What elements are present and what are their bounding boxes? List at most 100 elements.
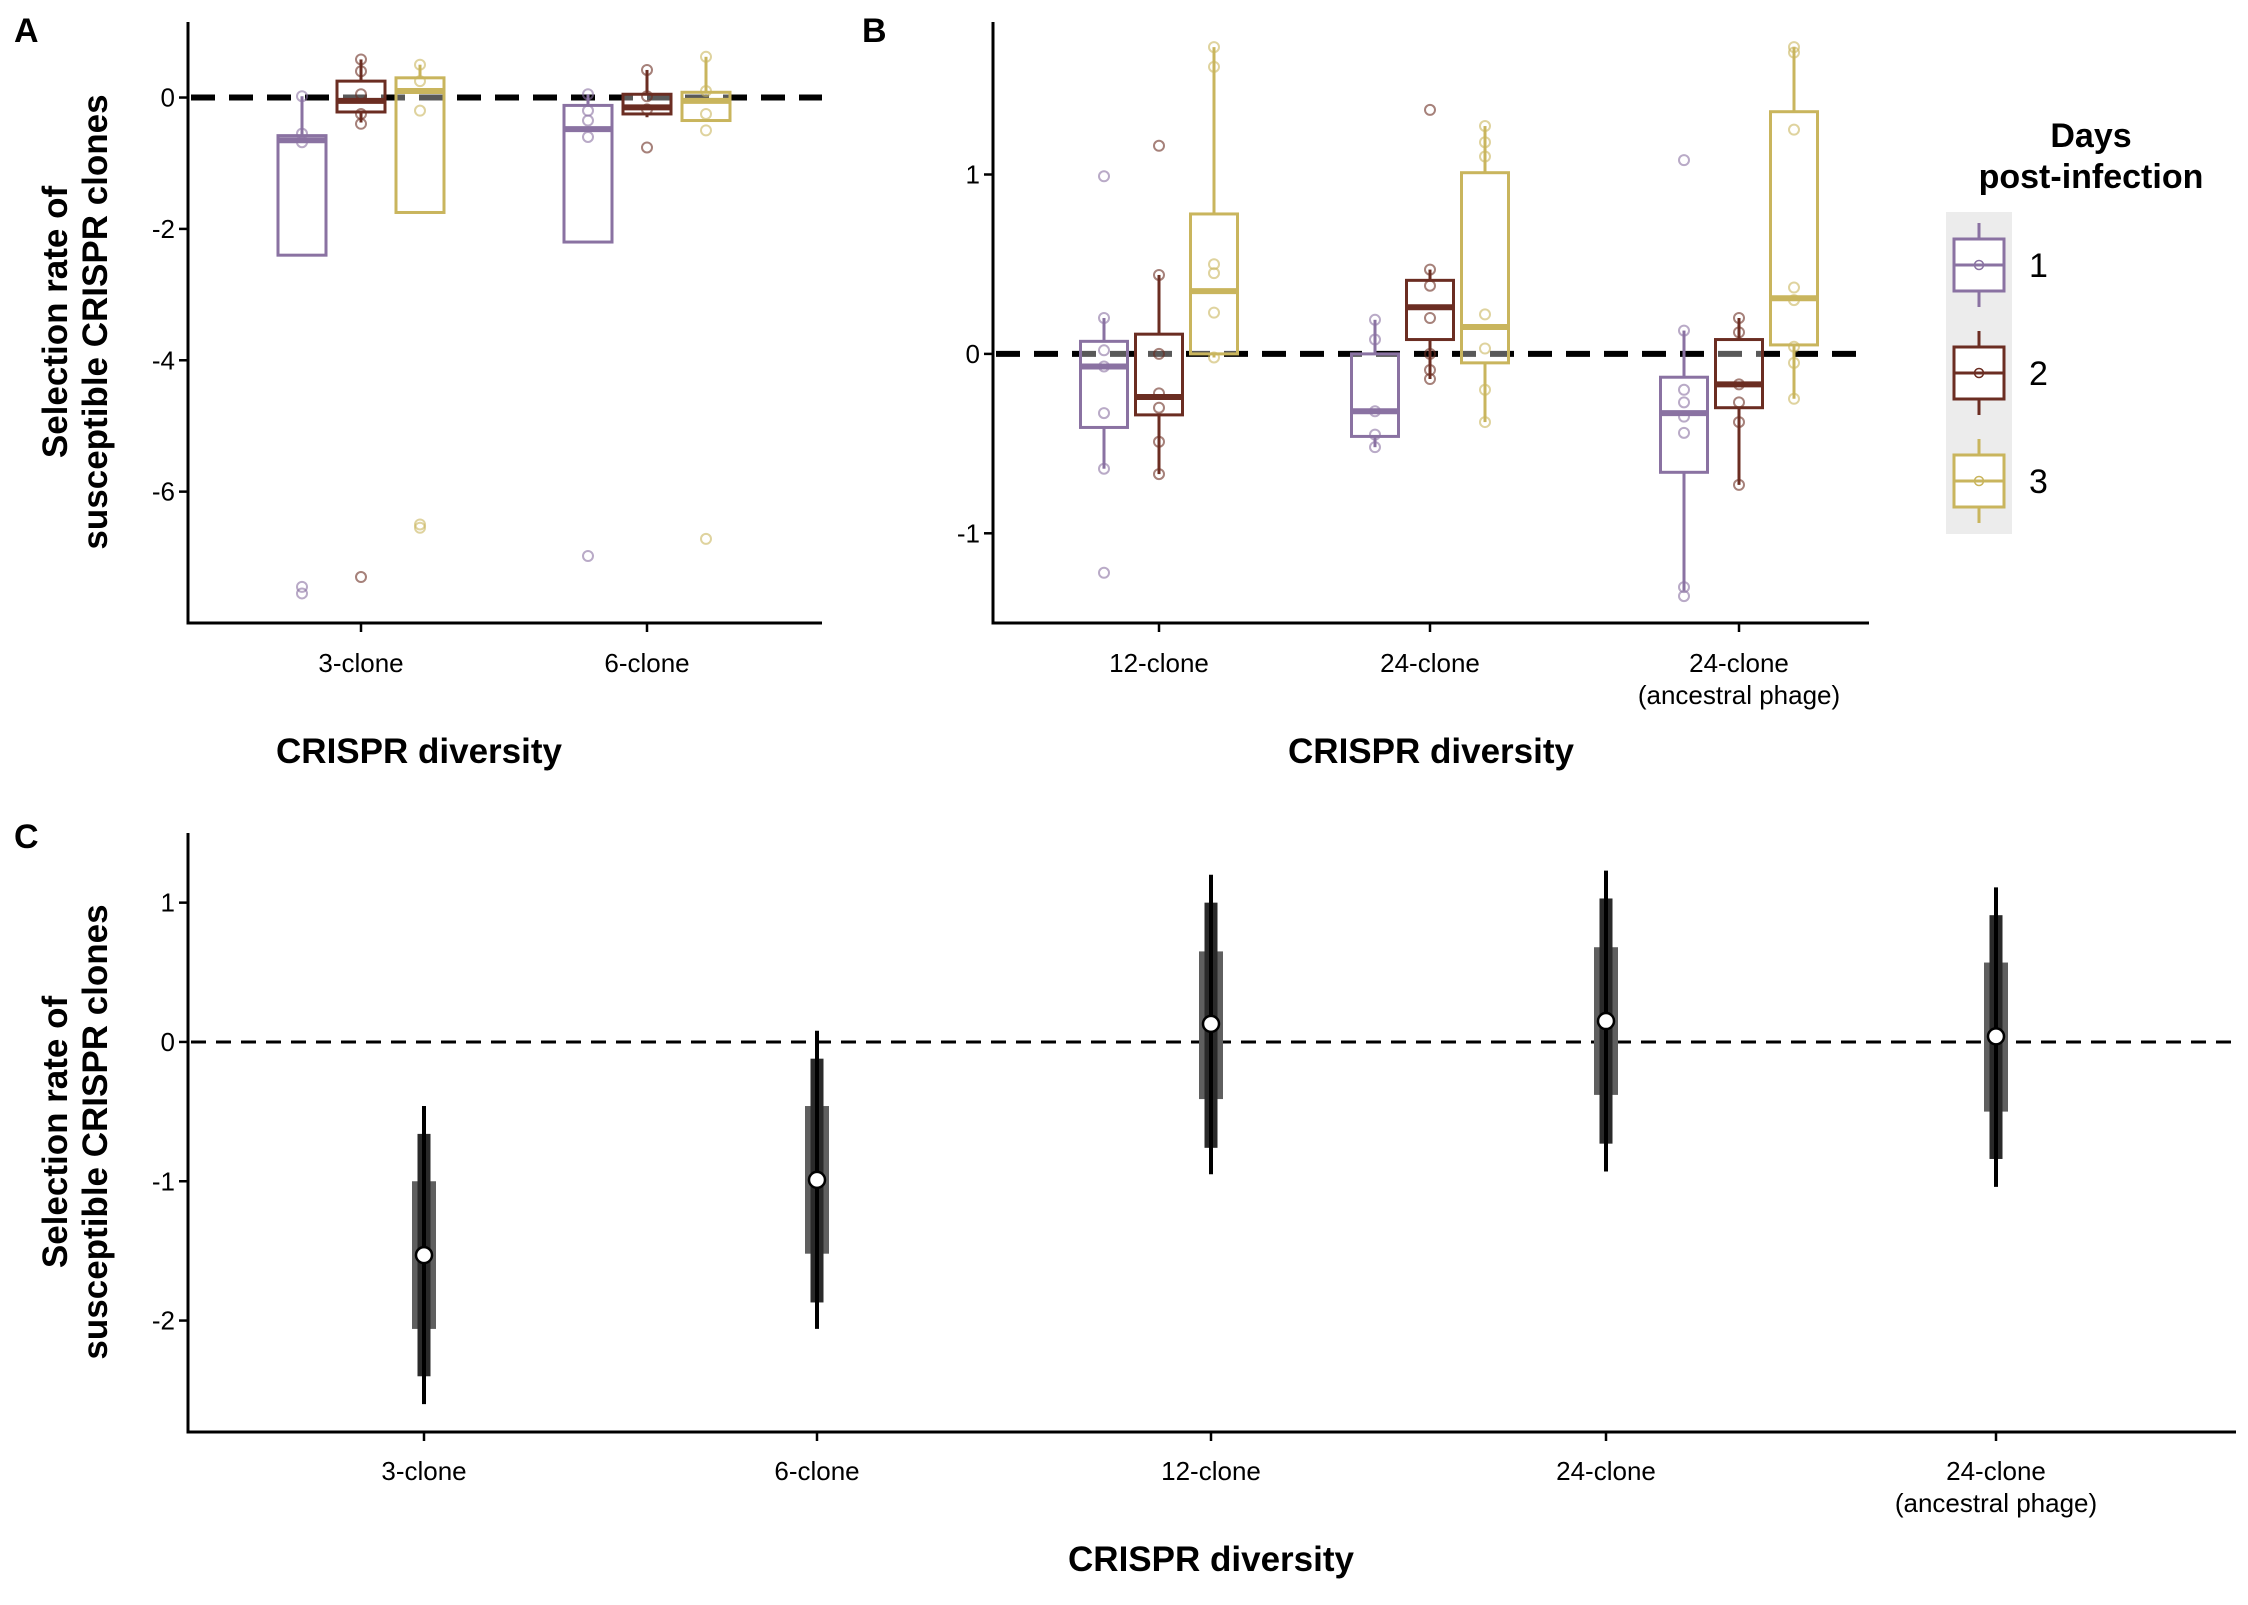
point-estimate: [1986, 1027, 2006, 1046]
data-point: [1678, 396, 1690, 409]
y-tick-label: -4: [152, 345, 175, 375]
data-point: [582, 130, 594, 143]
box-body: [1189, 212, 1239, 356]
box-body: [1134, 332, 1184, 417]
data-point: [1098, 407, 1110, 420]
legend-key-day3: [1952, 439, 2006, 523]
data-point: [582, 114, 594, 127]
legend-title-line1: Days: [2050, 117, 2131, 155]
box-day3-24-clone-ancestral-phage-: [1769, 41, 1819, 405]
data-point: [1788, 340, 1800, 353]
y-axis-title-line2: susceptible CRISPR clones: [76, 904, 115, 1359]
panel-a: A 0 -2 -4 -6 3-clone 6-clone CRISPR diversity Se…: [14, 12, 822, 771]
data-point: [355, 53, 367, 66]
data-point: [1098, 312, 1110, 325]
data-point: [1733, 396, 1745, 409]
data-point: [1424, 373, 1436, 386]
data-point: [1678, 590, 1690, 603]
x-tick-label: 12-clone: [1109, 648, 1209, 678]
data-point: [1788, 46, 1800, 59]
x-axis-title: CRISPR diversity: [1288, 732, 1574, 771]
data-point: [1479, 416, 1491, 429]
legend-label-day1: 1: [2029, 247, 2048, 285]
x-tick-label: 12-clone: [1161, 1456, 1261, 1486]
point-estimate: [1201, 1014, 1221, 1034]
data-point: [414, 58, 426, 71]
data-point: [641, 90, 653, 103]
x-tick-label: 6-clone: [604, 648, 689, 678]
x-tick-label: 24-clone: [1946, 1456, 2046, 1486]
box-day2-24-clone: [1405, 103, 1455, 386]
interval-24-clone: [1594, 870, 1618, 1172]
interval-24-clone-ancestral-phage-: [1984, 887, 2008, 1187]
box-day2-12-clone: [1134, 139, 1184, 481]
box-day1-12-clone: [1079, 170, 1129, 579]
y-tick-label: -6: [152, 477, 175, 507]
x-tick-label: 24-clone: [1380, 648, 1480, 678]
box-body: [1350, 352, 1400, 438]
box-day1-24-clone-ancestral-phage-: [1659, 154, 1709, 603]
data-point: [355, 88, 367, 101]
data-point: [1733, 378, 1745, 391]
legend-label-day3: 3: [2029, 463, 2048, 501]
box-body: [1460, 171, 1510, 365]
panel-c: C 1 0 -1 -2 3-clone 6-clone 12-clone 24-clone 24-…: [14, 818, 2236, 1579]
y-tick-label: 0: [966, 339, 980, 369]
interval-12-clone: [1199, 874, 1223, 1175]
box-body: [276, 134, 328, 257]
data-point: [641, 103, 653, 116]
x-tick-label: 3-clone: [318, 648, 403, 678]
y-tick-label: 1: [966, 159, 980, 189]
box-body: [1659, 375, 1709, 474]
box-day2-3-clone: [335, 53, 387, 584]
data-point: [1788, 41, 1800, 54]
x-tick-label: (ancestral phage): [1638, 680, 1840, 710]
interval-6-clone: [805, 1030, 829, 1329]
box-body: [680, 90, 732, 123]
data-point: [1369, 405, 1381, 418]
data-point: [1678, 410, 1690, 423]
data-point: [296, 127, 308, 140]
data-point: [296, 90, 308, 103]
data-point: [1788, 356, 1800, 369]
legend-title-line2: post-infection: [1979, 158, 2204, 196]
data-point: [1208, 258, 1220, 271]
data-point: [1098, 170, 1110, 183]
data-point: [1369, 441, 1381, 454]
panel-letter-c: C: [14, 818, 39, 856]
data-point: [1208, 306, 1220, 319]
data-point: [296, 136, 308, 149]
data-point: [700, 84, 712, 97]
data-point: [1153, 139, 1165, 152]
box-body: [335, 79, 387, 114]
point-estimate: [414, 1245, 434, 1265]
data-point: [1153, 435, 1165, 448]
point-estimate: [1596, 1011, 1616, 1031]
data-point: [1424, 347, 1436, 360]
y-tick-label: 0: [161, 1027, 175, 1057]
point-estimate: [807, 1170, 827, 1190]
x-tick-label: 24-clone: [1689, 648, 1789, 678]
data-point: [414, 521, 426, 534]
x-tick-label: (ancestral phage): [1895, 1488, 2097, 1518]
box-body: [394, 76, 446, 214]
data-point: [1153, 347, 1165, 360]
box-day3-24-clone: [1460, 120, 1510, 429]
data-point: [1479, 383, 1491, 396]
x-tick-label: 24-clone: [1556, 1456, 1656, 1486]
data-point: [1424, 103, 1436, 116]
data-point: [1153, 268, 1165, 281]
y-axis-title-line2: susceptible CRISPR clones: [76, 94, 115, 549]
box-body: [1769, 110, 1819, 347]
box-day3-3-clone: [394, 58, 446, 534]
data-point: [1733, 416, 1745, 429]
y-tick-label: -1: [957, 518, 980, 548]
box-day1-3-clone: [276, 90, 328, 600]
data-point: [1424, 279, 1436, 292]
data-point: [1678, 426, 1690, 439]
data-point: [1208, 351, 1220, 364]
data-point: [1369, 428, 1381, 441]
data-point: [1098, 360, 1110, 373]
